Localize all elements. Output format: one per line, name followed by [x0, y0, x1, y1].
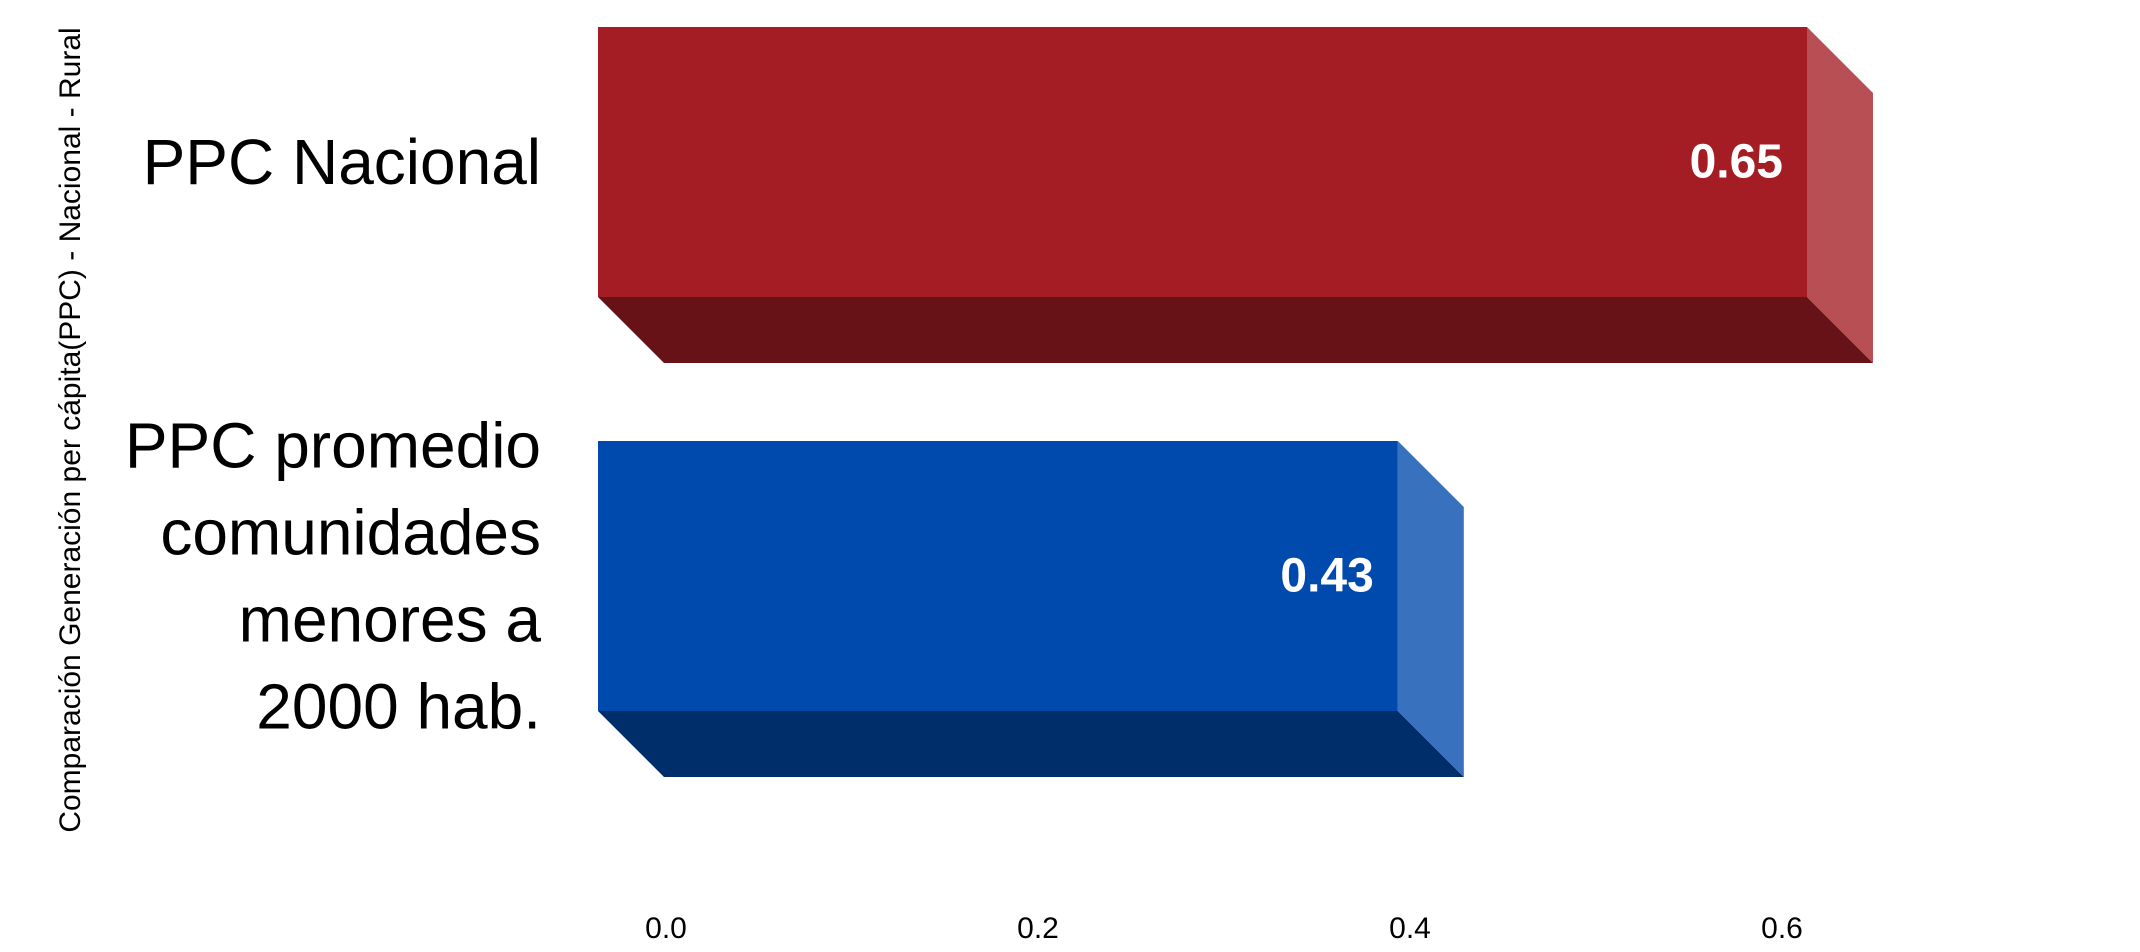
bar-2: [598, 441, 1464, 777]
bar-bottom-face: [598, 297, 1873, 363]
x-tick-label: 0.2: [1017, 912, 1059, 945]
bar-bottom-face: [598, 711, 1464, 777]
category-label: PPC promedio comunidades menores a 2000 hab…: [125, 410, 542, 743]
x-tick-label: 0.4: [1389, 912, 1431, 945]
category-label: PPC Nacional: [143, 126, 541, 198]
category-labels: PPC Nacional PPC promedio comunidades menor…: [125, 126, 542, 743]
x-axis-ticks: 0.00.20.40.60: [645, 912, 1803, 945]
y-axis-label: Comparación Generación per cápita(PPC) -…: [54, 27, 87, 832]
data-label: 0.65: [1690, 136, 1783, 189]
x-tick-label: 0.6: [1761, 912, 1803, 945]
data-label: 0.43: [1280, 550, 1373, 603]
bar-front-face: [598, 27, 1807, 297]
x-tick-label: 0.0: [645, 912, 687, 945]
bar-1: [598, 27, 1873, 363]
bar-side-face: [1807, 27, 1873, 363]
bar-front-face: [598, 441, 1398, 711]
bar-side-face: [1397, 441, 1464, 777]
bars-layer: 0.65 0.43: [598, 27, 1873, 777]
